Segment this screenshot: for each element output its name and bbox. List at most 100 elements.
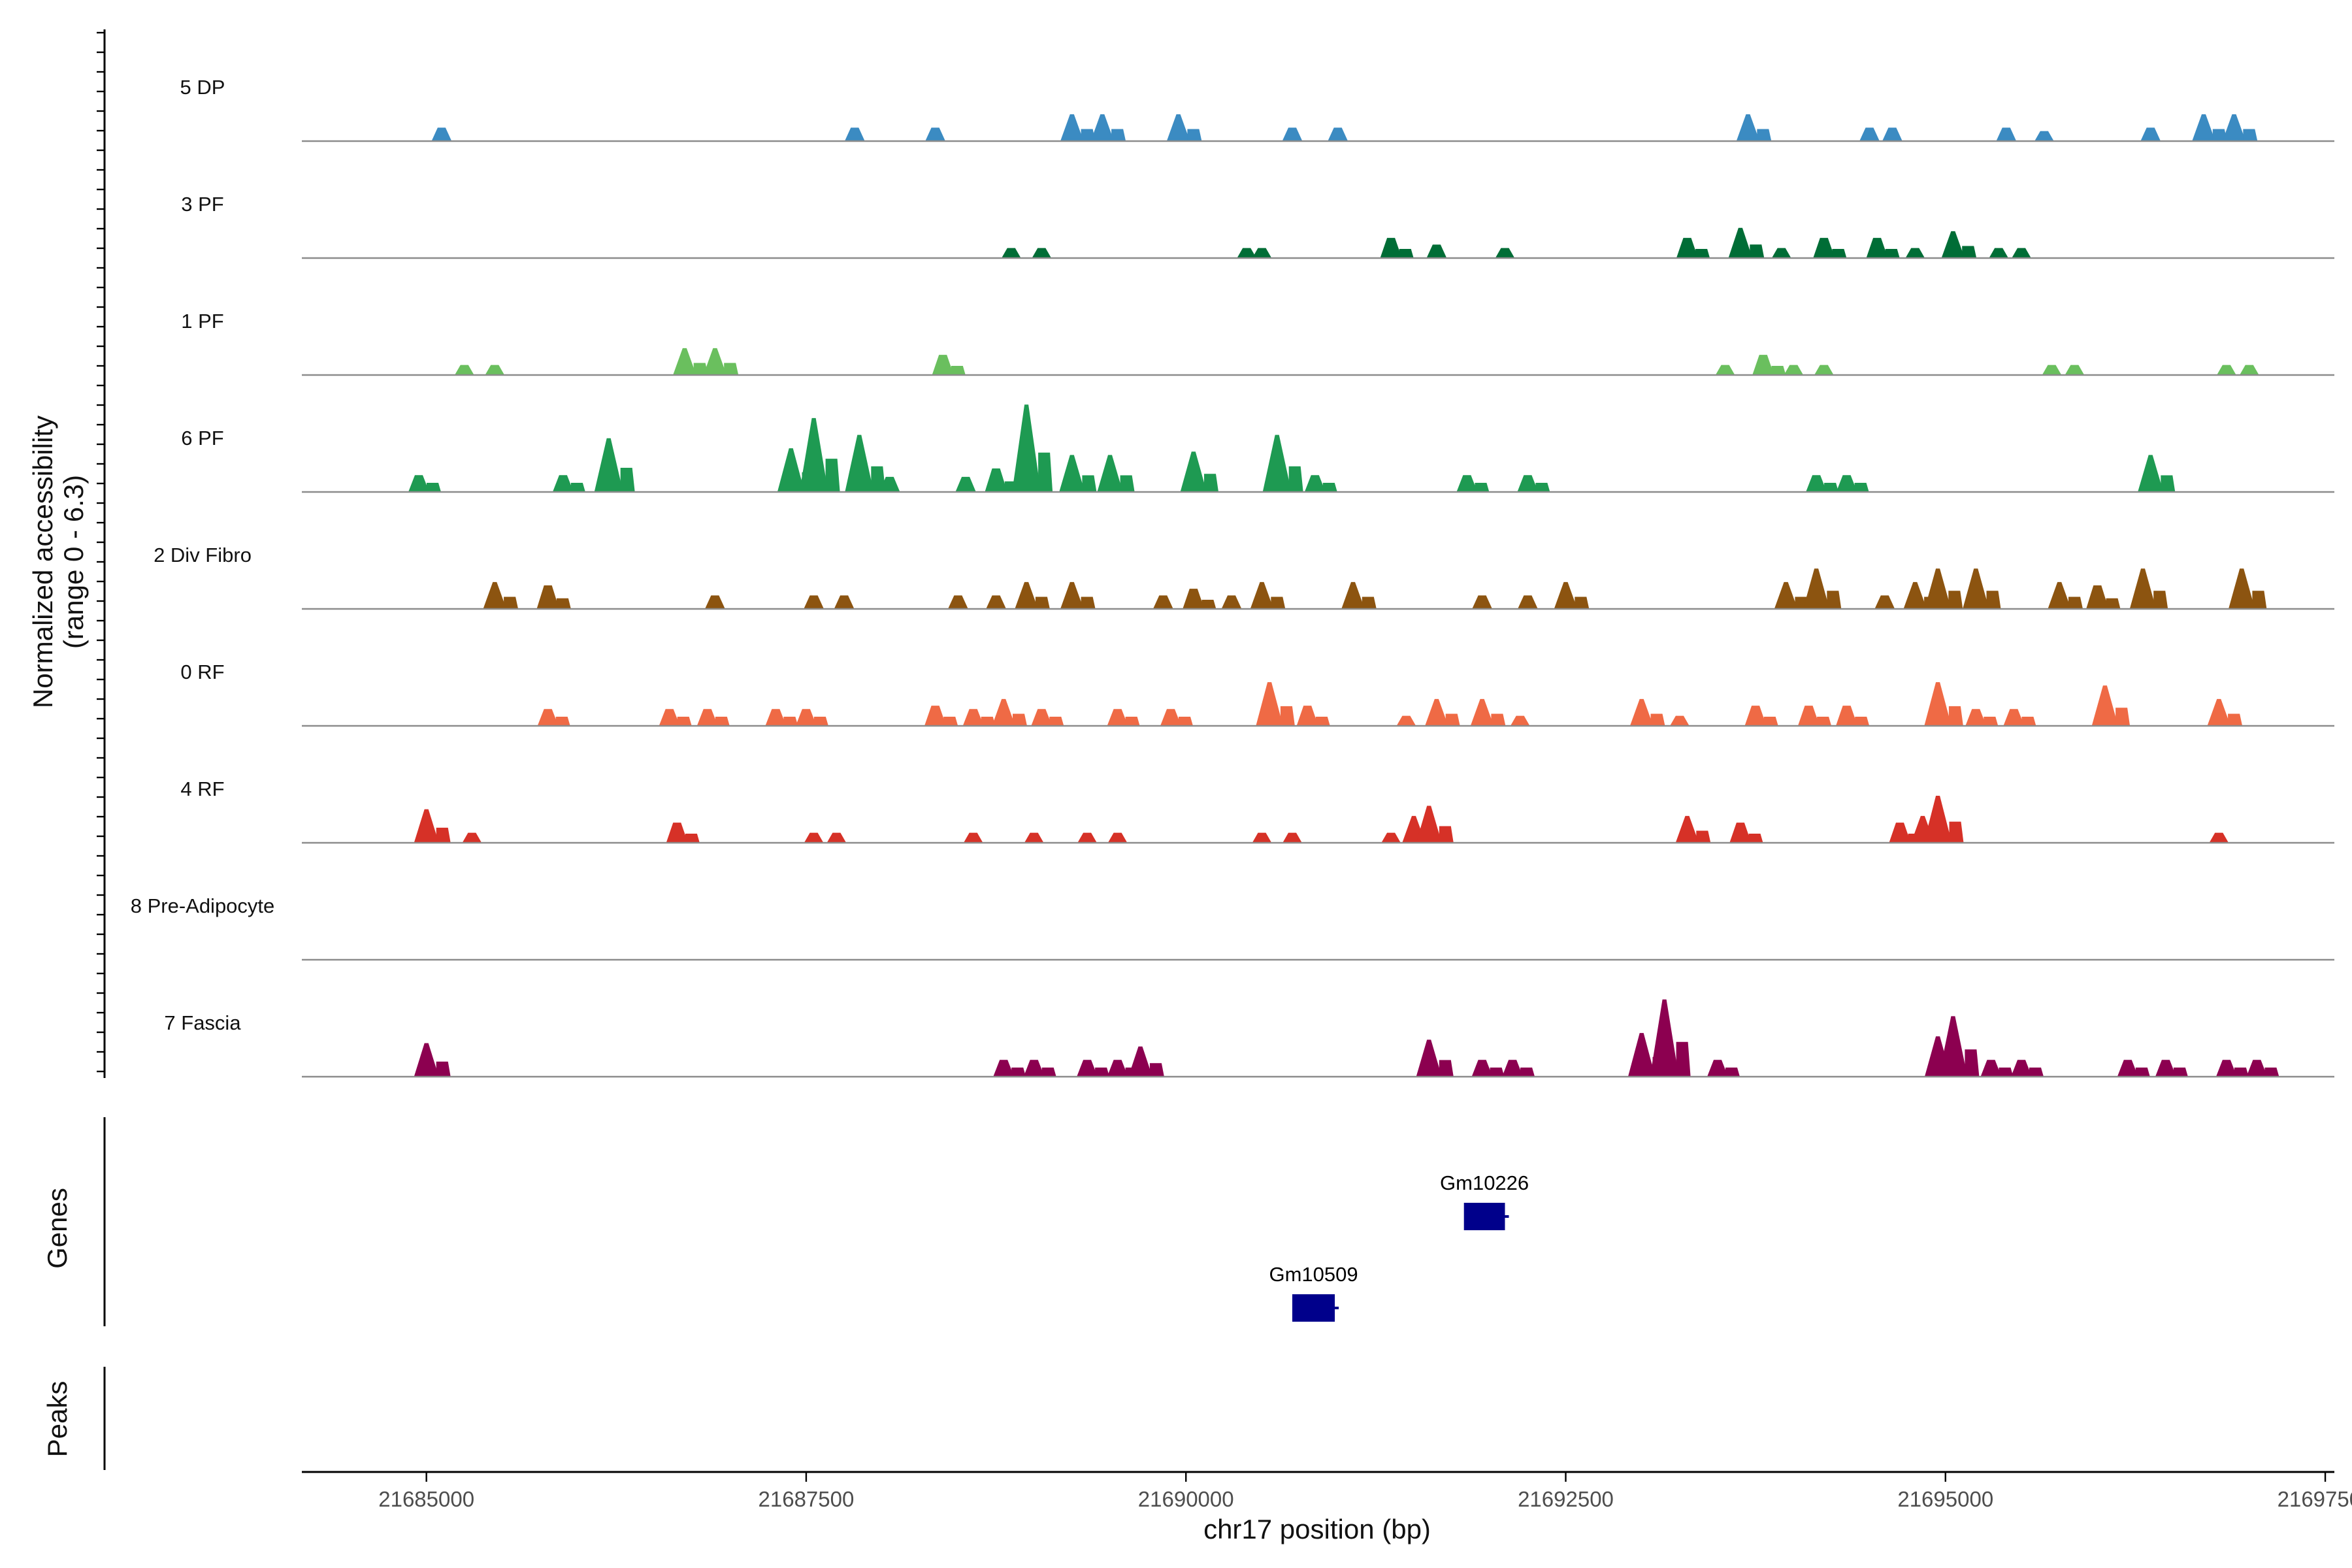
coverage-peak [1989, 248, 2008, 258]
coverage-peak [1627, 1033, 1656, 1077]
track-5: 0 RF [180, 661, 2334, 727]
coverage-peak [1152, 595, 1173, 609]
coverage-peak [1296, 706, 1318, 726]
coverage-shoulder [1490, 1068, 1505, 1077]
y-axis-title-line-2: (range 0 - 6.3) [58, 475, 89, 649]
coverage-shoulder [1984, 717, 1999, 726]
coverage-peak [594, 438, 623, 492]
coverage-peak [1328, 127, 1348, 141]
coverage-peak [1859, 127, 1880, 141]
coverage-peak [1923, 796, 1952, 843]
coverage-shoulder [2228, 713, 2243, 726]
coverage-peak [1752, 355, 1774, 375]
track-label: 5 DP [180, 76, 225, 99]
coverage-peak [1518, 595, 1538, 609]
coverage-shoulder [693, 363, 708, 375]
coverage-peak [2229, 568, 2255, 609]
coverage-shoulder [1771, 366, 1786, 375]
coverage-peak [1380, 238, 1402, 258]
coverage-shoulder [1817, 717, 1832, 726]
coverage-peak [2209, 832, 2229, 843]
coverage-shoulder [1696, 830, 1711, 843]
y-axis-ticks [97, 31, 105, 1073]
coverage-shoulder [2115, 708, 2131, 726]
track-label: 3 PF [181, 193, 223, 216]
coverage-peak [1396, 715, 1416, 726]
coverage-peak [455, 365, 474, 375]
coverage-peak [431, 127, 452, 141]
coverage-peak [1160, 709, 1181, 726]
coverage-shoulder [1081, 596, 1096, 609]
coverage-peak [1502, 1060, 1524, 1077]
coverage-shoulder [1948, 706, 1963, 726]
coverage-shoulder [1999, 1068, 2014, 1077]
coverage-shoulder [2252, 591, 2267, 609]
coverage-peak [1670, 715, 1690, 726]
coverage-peak [1059, 455, 1085, 492]
coverage-peak [1282, 832, 1302, 843]
coverage-shoulder [1748, 834, 1763, 843]
coverage-peak [1874, 595, 1895, 609]
coverage-shoulder [1949, 821, 1964, 843]
track-group: 5 DP 3 PF 1 PF 6 PF 2 Div Fibro 0 RF 4 RF 8 Pre… [131, 76, 2334, 1078]
coverage-peak [834, 595, 855, 609]
coverage-peak [408, 475, 429, 492]
coverage-peak [1252, 248, 1272, 258]
coverage-shoulder [1491, 713, 1506, 726]
coverage-peak [1774, 581, 1798, 609]
coverage-shoulder [2234, 1068, 2249, 1077]
coverage-peak [1262, 434, 1292, 492]
coverage-peak [1183, 589, 1205, 609]
coverage-peak [1814, 365, 1834, 375]
coverage-shoulder [1965, 1049, 1980, 1077]
coverage-shoulder [2029, 1068, 2044, 1077]
coverage-peak [955, 476, 976, 492]
coverage-peak [483, 581, 507, 609]
coverage-peak [1250, 581, 1274, 609]
coverage-shoulder [504, 596, 519, 609]
coverage-peak [1024, 832, 1044, 843]
coverage-shoulder [2161, 475, 2176, 492]
coverage-peak [1381, 832, 1401, 843]
coverage-peak [1803, 568, 1830, 609]
coverage-shoulder [2153, 591, 2168, 609]
coverage-shoulder [1962, 246, 1977, 258]
coverage-peak [2042, 365, 2062, 375]
coverage-shoulder [1854, 483, 1869, 492]
coverage-peak [1097, 455, 1123, 492]
coverage-shoulder [1149, 1063, 1164, 1077]
coverage-peak [1836, 475, 1857, 492]
coverage-shoulder [1750, 244, 1765, 258]
coverage-peak [924, 706, 947, 726]
coverage-peak [1077, 1060, 1098, 1077]
coverage-shoulder [825, 459, 840, 492]
coverage-shoulder [943, 717, 958, 726]
coverage-peak [666, 823, 688, 843]
coverage-peak [992, 698, 1015, 726]
gene-label: Gm10509 [1269, 1263, 1358, 1286]
coverage-peak [2129, 568, 2157, 609]
coverage-shoulder [1695, 249, 1710, 258]
coverage-peak [1941, 231, 1965, 258]
coverage-peak [932, 355, 954, 375]
coverage-peak [659, 709, 680, 726]
coverage-peak [1077, 832, 1097, 843]
coverage-peak [993, 1060, 1015, 1077]
coverage-shoulder [1986, 591, 2001, 609]
coverage-peak [1456, 475, 1478, 492]
coverage-peak [2222, 114, 2246, 141]
gene-gm10509: Gm10509 [1269, 1263, 1358, 1322]
coverage-peak [1012, 404, 1041, 492]
coverage-shoulder [1824, 483, 1839, 492]
coverage-peak [2034, 131, 2054, 141]
coverage-peak [552, 475, 574, 492]
coverage-shoulder [685, 834, 700, 843]
gene-body [1463, 1203, 1505, 1230]
coverage-peak [1090, 114, 1115, 141]
coverage-peak [1905, 248, 1925, 258]
coverage-shoulder [570, 483, 585, 492]
coverage-peak [414, 809, 439, 843]
coverage-shoulder [2021, 717, 2036, 726]
coverage-shoulder [1125, 717, 1140, 726]
gene-group: Gm10226 Gm10509 [1269, 1171, 1529, 1322]
